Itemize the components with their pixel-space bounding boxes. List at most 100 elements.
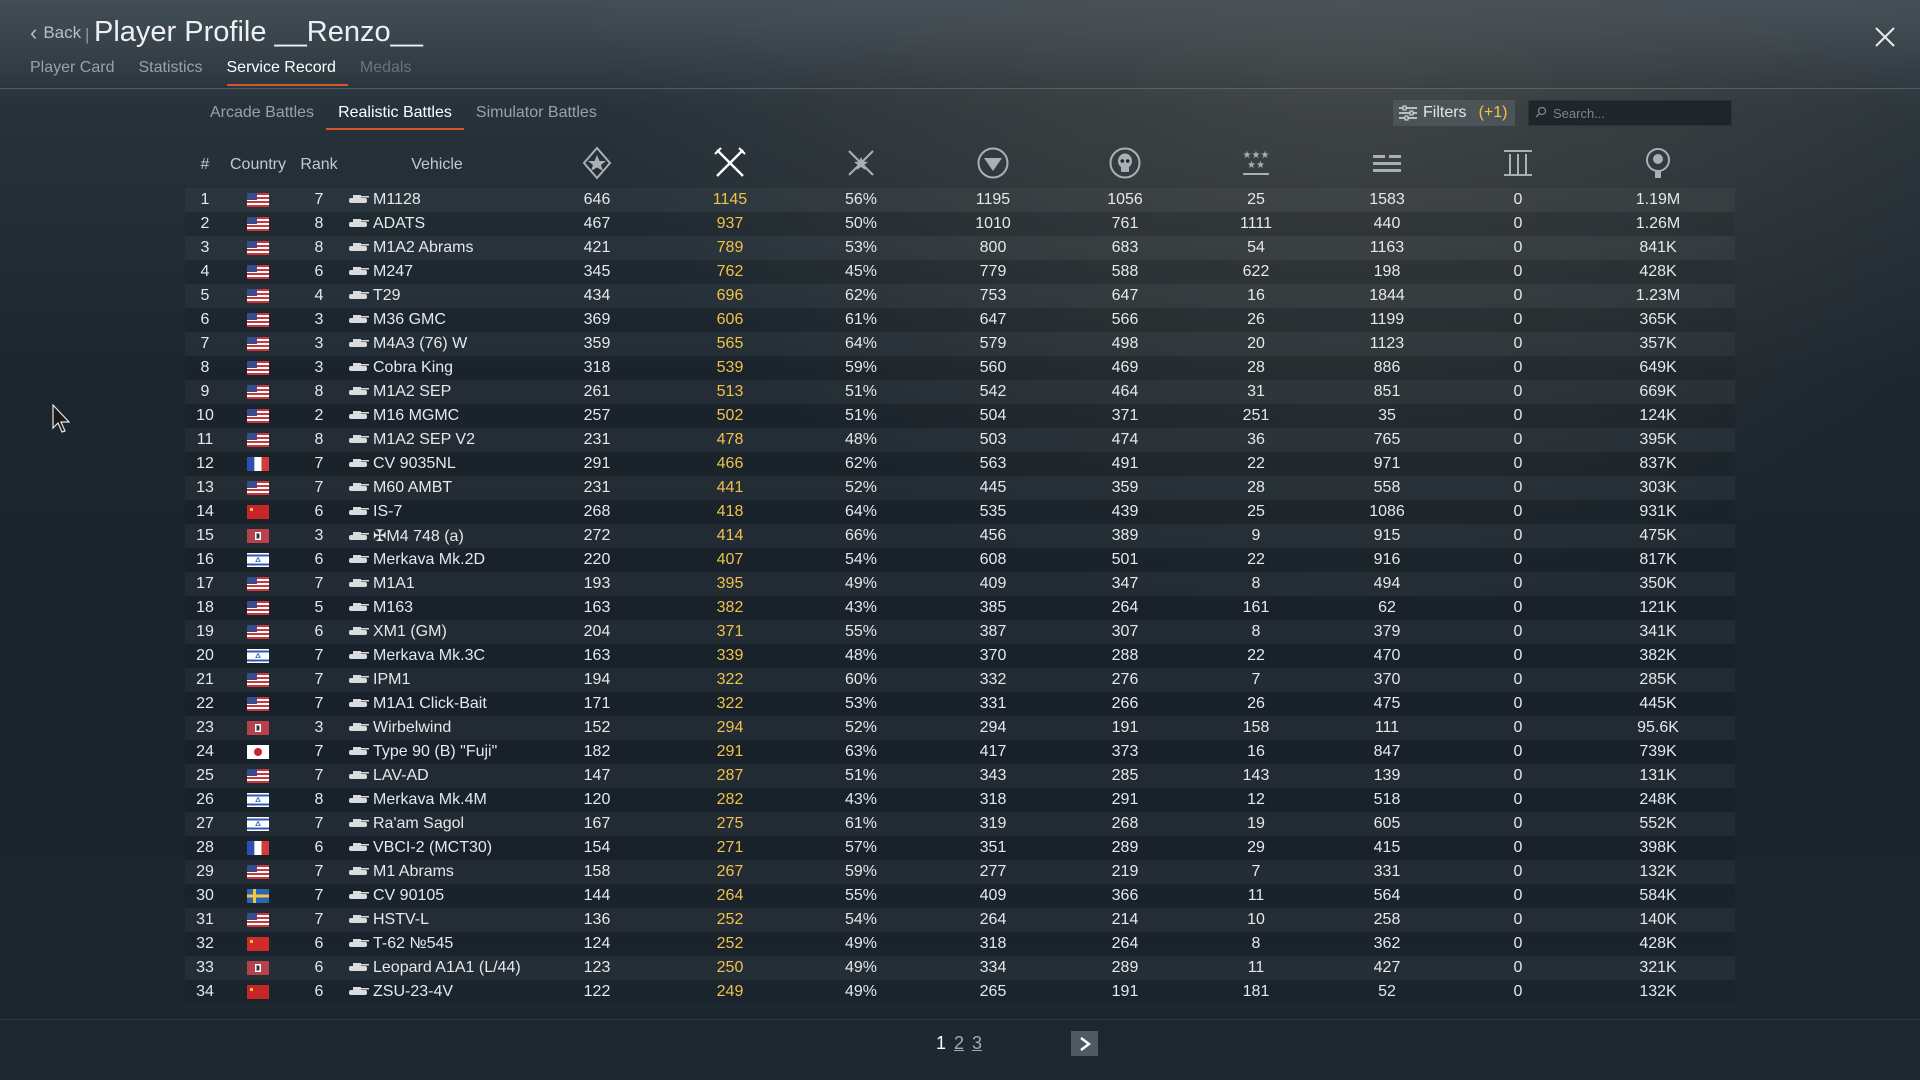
victories-cell: 434 [527, 284, 667, 308]
ground-targets-cell: 111 [1319, 716, 1455, 740]
naval-targets-cell: 0 [1455, 548, 1581, 572]
filters-button[interactable]: Filters (+1) [1393, 100, 1515, 126]
col-header-battles[interactable] [667, 142, 793, 188]
germany-flag-icon [247, 528, 269, 543]
table-row[interactable]: 4 6 M247 345 762 45% 779 588 622 198 0 428K [185, 260, 1735, 284]
table-row[interactable]: 15 3 ✠M4 748 (a) 272 414 66% 456 389 9 915 0 475K [185, 524, 1735, 548]
col-header-victories[interactable] [527, 142, 667, 188]
table-row[interactable]: 9 8 M1A2 SEP 261 513 51% 542 464 31 851 0 669K [185, 380, 1735, 404]
vehicle-cell: M247 [347, 260, 527, 284]
table-row[interactable]: 6 3 M36 GMC 369 606 61% 647 566 26 1199 0 365K [185, 308, 1735, 332]
usa-flag-icon [247, 288, 269, 303]
table-row[interactable]: 23 3 Wirbelwind 152 294 52% 294 191 158 111 0 95.6K [185, 716, 1735, 740]
tab-medals[interactable]: Medals [359, 59, 412, 76]
country-cell [225, 548, 291, 572]
table-row[interactable]: 14 6 IS-7 268 418 64% 535 439 25 1086 0 931K [185, 500, 1735, 524]
deaths-cell: 214 [1057, 908, 1193, 932]
ground-targets-cell: 558 [1319, 476, 1455, 500]
col-header-rank[interactable]: Rank [300, 156, 338, 173]
row-number: 17 [185, 572, 225, 596]
table-row[interactable]: 24 7 Type 90 (B) "Fuji" 182 291 63% 417 373 16 84… [185, 740, 1735, 764]
ground-targets-cell: 765 [1319, 428, 1455, 452]
tab-arcade-battles[interactable]: Arcade Battles [210, 104, 315, 121]
table-row[interactable]: 31 7 HSTV-L 136 252 54% 264 214 10 258 0 140K [185, 908, 1735, 932]
naval-targets-cell: 0 [1455, 644, 1581, 668]
table-row[interactable]: 12 7 CV 9035NL 291 466 62% 563 491 22 971 0 837K [185, 452, 1735, 476]
respawns-cell: 409 [929, 572, 1057, 596]
title-separator: | [85, 25, 90, 44]
pointer-cursor-icon [52, 403, 71, 433]
row-number: 6 [185, 308, 225, 332]
col-header-number[interactable]: # [200, 156, 210, 173]
rank-cell: 8 [291, 428, 347, 452]
table-row[interactable]: 2 8 ADATS 467 937 50% 1010 761 1111 440 0 1.26M [185, 212, 1735, 236]
respawns-cell: 319 [929, 812, 1057, 836]
table-row[interactable]: 10 2 M16 MGMC 257 502 51% 504 371 251 35 0 124K [185, 404, 1735, 428]
table-row[interactable]: 27 7 Ra'am Sagol 167 275 61% 319 268 19 605 0 552K [185, 812, 1735, 836]
table-row[interactable]: 19 6 XM1 (GM) 204 371 55% 387 307 8 379 0 341K [185, 620, 1735, 644]
back-button[interactable]: ‹ Back [30, 22, 81, 44]
col-header-vehicle[interactable]: Vehicle [411, 156, 463, 173]
vehicle-name: M1A1 Click-Bait [373, 695, 487, 713]
col-header-respawns[interactable] [929, 142, 1057, 188]
top-bar: ‹ Back | Player Profile __Renzo__ Player… [0, 0, 1920, 89]
table-row[interactable]: 17 7 M1A1 193 395 49% 409 347 8 494 0 350K [185, 572, 1735, 596]
table-row[interactable]: 8 3 Cobra King 318 539 59% 560 469 28 886 0 649K [185, 356, 1735, 380]
next-page-button[interactable] [1071, 1031, 1098, 1056]
table-row[interactable]: 21 7 IPM1 194 322 60% 332 276 7 370 0 285K [185, 668, 1735, 692]
table-row[interactable]: 29 7 M1 Abrams 158 267 59% 277 219 7 331 0 132K [185, 860, 1735, 884]
row-number: 1 [185, 188, 225, 212]
battles-cell: 322 [667, 668, 793, 692]
battles-cell: 249 [667, 980, 793, 1004]
ground-targets-cell: 362 [1319, 932, 1455, 956]
tab-statistics[interactable]: Statistics [138, 59, 203, 76]
table-row[interactable]: 18 5 M163 163 382 43% 385 264 161 62 0 121K [185, 596, 1735, 620]
table-row[interactable]: 11 8 M1A2 SEP V2 231 478 48% 503 474 36 765 0 395K [185, 428, 1735, 452]
rank-cell: 7 [291, 668, 347, 692]
vehicle-cell: VBCI-2 (MCT30) [347, 836, 527, 860]
table-row[interactable]: 3 8 M1A2 Abrams 421 789 53% 800 683 54 1163 0 841K [185, 236, 1735, 260]
col-header-silver-lions[interactable] [1581, 142, 1735, 188]
tab-service-record[interactable]: Service Record [226, 59, 348, 86]
table-row[interactable]: 30 7 CV 90105 144 264 55% 409 366 11 564 0 584K [185, 884, 1735, 908]
table-row[interactable]: 7 3 M4A3 (76) W 359 565 64% 579 498 20 1123 0 357K [185, 332, 1735, 356]
silver-lions-cell: 303K [1581, 476, 1735, 500]
tab-realistic-battles[interactable]: Realistic Battles [326, 102, 464, 130]
col-header-deaths[interactable] [1057, 142, 1193, 188]
vehicle-cell: Type 90 (B) "Fuji" [347, 740, 527, 764]
tab-player-card[interactable]: Player Card [30, 59, 115, 76]
table-row[interactable]: 32 6 T-62 №545 124 252 49% 318 264 8 362 0 428K [185, 932, 1735, 956]
col-header-win-rate[interactable] [793, 142, 929, 188]
vehicle-cell: LAV-AD [347, 764, 527, 788]
victories-cell: 124 [527, 932, 667, 956]
col-header-air-targets[interactable]: ★★★ ★★ [1193, 142, 1319, 188]
vehicle-cell: M4A3 (76) W [347, 332, 527, 356]
col-header-country[interactable]: Country [229, 156, 287, 173]
table-row[interactable]: 28 6 VBCI-2 (MCT30) 154 271 57% 351 289 29 415 0 39… [185, 836, 1735, 860]
table-row[interactable]: 1 7 M1128 646 1145 56% 1195 1056 25 1583 0 1.19M [185, 188, 1735, 212]
page-2-link[interactable]: 2 [954, 1033, 965, 1053]
country-cell [225, 188, 291, 212]
col-header-naval-targets[interactable] [1455, 142, 1581, 188]
table-row[interactable]: 16 6 Merkava Mk.2D 220 407 54% 608 501 22 916 0 817… [185, 548, 1735, 572]
table-row[interactable]: 33 6 Leopard A1A1 (L/44) 123 250 49% 334 289 11 4… [185, 956, 1735, 980]
col-header-ground-targets[interactable] [1319, 142, 1455, 188]
table-row[interactable]: 25 7 LAV-AD 147 287 51% 343 285 143 139 0 131K [185, 764, 1735, 788]
table-row[interactable]: 5 4 T29 434 696 62% 753 647 16 1844 0 1.23M [185, 284, 1735, 308]
table-row[interactable]: 13 7 M60 AMBT 231 441 52% 445 359 28 558 0 303K [185, 476, 1735, 500]
table-row[interactable]: 34 6 ZSU-23-4V 122 249 49% 265 191 181 52 0 132K [185, 980, 1735, 1004]
vehicle-name: ZSU-23-4V [373, 983, 454, 1001]
silver-lions-cell: 357K [1581, 332, 1735, 356]
table-row[interactable]: 22 7 M1A1 Click-Bait 171 322 53% 331 266 26 475 0 4… [185, 692, 1735, 716]
ground-targets-cell: 198 [1319, 260, 1455, 284]
table-row[interactable]: 20 7 Merkava Mk.3C 163 339 48% 370 288 22 470 0 382… [185, 644, 1735, 668]
vehicle-cell: M1A1 Click-Bait [347, 692, 527, 716]
table-row[interactable]: 26 8 Merkava Mk.4M 120 282 43% 318 291 12 518 0 248… [185, 788, 1735, 812]
vehicle-type-icon [347, 359, 369, 377]
respawns-cell: 351 [929, 836, 1057, 860]
search-input[interactable] [1551, 104, 1725, 122]
close-button[interactable] [1870, 22, 1900, 52]
page-1-link[interactable]: 1 [936, 1033, 947, 1053]
page-3-link[interactable]: 3 [972, 1033, 983, 1053]
tab-simulator-battles[interactable]: Simulator Battles [475, 104, 597, 121]
